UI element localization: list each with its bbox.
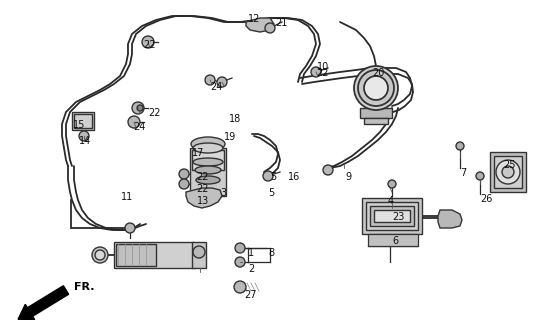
Circle shape: [311, 67, 321, 77]
Circle shape: [265, 23, 275, 33]
Circle shape: [263, 171, 273, 181]
FancyArrow shape: [18, 286, 69, 320]
Text: 6: 6: [392, 236, 398, 246]
Circle shape: [234, 281, 246, 293]
Ellipse shape: [195, 166, 221, 174]
Text: 24: 24: [210, 82, 222, 92]
Bar: [114, 242, 194, 268]
Text: 22: 22: [196, 172, 208, 182]
Text: 5: 5: [270, 172, 276, 182]
Circle shape: [496, 160, 520, 184]
Circle shape: [179, 169, 189, 179]
Text: 10: 10: [317, 62, 329, 72]
Text: 2: 2: [248, 264, 254, 274]
Polygon shape: [246, 18, 274, 32]
Circle shape: [132, 102, 144, 114]
Text: 15: 15: [73, 120, 85, 130]
Ellipse shape: [354, 66, 398, 110]
Text: 17: 17: [192, 148, 204, 158]
Text: 18: 18: [229, 114, 241, 124]
Text: 3: 3: [220, 188, 226, 198]
Text: 22: 22: [316, 68, 328, 78]
Text: 22: 22: [143, 40, 156, 50]
Circle shape: [193, 246, 205, 258]
Circle shape: [323, 165, 333, 175]
Text: 25: 25: [503, 160, 516, 170]
Bar: [370, 206, 414, 226]
Bar: [362, 198, 422, 234]
Bar: [364, 118, 388, 124]
Text: 19: 19: [224, 132, 237, 142]
Text: 21: 21: [275, 18, 287, 28]
Polygon shape: [186, 188, 222, 208]
Ellipse shape: [193, 143, 223, 153]
Circle shape: [456, 142, 464, 150]
Bar: [192, 150, 224, 170]
Circle shape: [476, 172, 484, 180]
Circle shape: [95, 250, 105, 260]
Text: 5: 5: [268, 188, 274, 198]
Text: 26: 26: [480, 194, 492, 204]
Bar: [366, 202, 418, 230]
Ellipse shape: [364, 76, 388, 100]
Circle shape: [235, 243, 245, 253]
Bar: [190, 148, 226, 196]
Circle shape: [125, 223, 135, 233]
Bar: [116, 244, 156, 266]
Bar: [368, 234, 418, 246]
Circle shape: [92, 247, 108, 263]
Text: 14: 14: [79, 136, 91, 146]
Text: FR.: FR.: [74, 282, 94, 292]
Text: 1: 1: [248, 248, 254, 258]
Text: 22: 22: [148, 108, 160, 118]
Ellipse shape: [196, 176, 220, 184]
Text: 8: 8: [268, 248, 274, 258]
Bar: [490, 152, 526, 192]
Ellipse shape: [358, 70, 394, 106]
Circle shape: [217, 77, 227, 87]
Bar: [74, 114, 92, 128]
Circle shape: [137, 105, 143, 111]
Circle shape: [205, 75, 215, 85]
Circle shape: [388, 180, 396, 188]
Polygon shape: [438, 210, 462, 228]
Bar: [192, 242, 206, 268]
Text: 16: 16: [288, 172, 300, 182]
Ellipse shape: [191, 137, 225, 151]
Text: 11: 11: [121, 192, 133, 202]
Text: 12: 12: [248, 14, 260, 24]
Text: 27: 27: [244, 290, 256, 300]
Text: 7: 7: [460, 168, 466, 178]
Circle shape: [128, 116, 140, 128]
Circle shape: [179, 179, 189, 189]
Bar: [494, 156, 522, 188]
Ellipse shape: [193, 158, 223, 166]
Text: 4: 4: [388, 196, 394, 206]
Text: 9: 9: [345, 172, 351, 182]
Circle shape: [502, 166, 514, 178]
Bar: [360, 108, 392, 118]
Bar: [374, 210, 410, 222]
Bar: [72, 112, 94, 130]
Circle shape: [235, 257, 245, 267]
Circle shape: [142, 36, 154, 48]
Text: 24: 24: [133, 122, 145, 132]
Text: 13: 13: [197, 196, 210, 206]
Text: 22: 22: [196, 184, 208, 194]
Circle shape: [79, 131, 89, 141]
Text: 23: 23: [392, 212, 404, 222]
Text: 20: 20: [372, 68, 384, 78]
